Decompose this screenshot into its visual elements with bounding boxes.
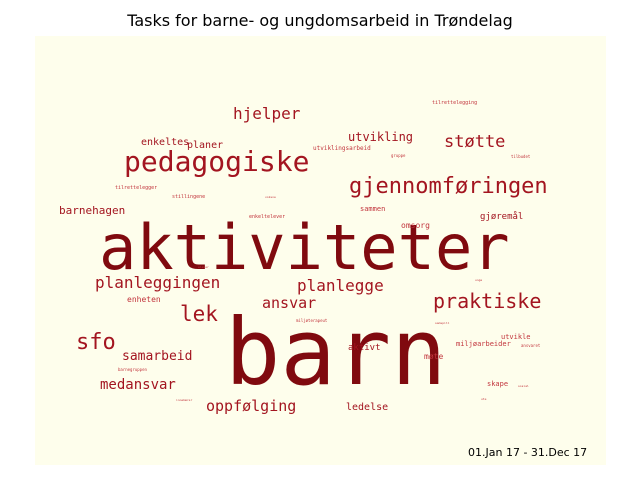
cloud-word: enheten — [127, 295, 161, 304]
cloud-word: lek — [180, 302, 218, 326]
cloud-word: praktiske — [433, 289, 541, 313]
cloud-word: ansvar — [262, 294, 316, 312]
cloud-word: ansvaret — [521, 343, 541, 348]
cloud-word: miljøarbeider — [456, 340, 511, 348]
cloud-word: gjøremål — [480, 211, 523, 222]
cloud-word: samspill — [435, 321, 450, 325]
cloud-word: voksne — [265, 195, 276, 199]
cloud-word: planlegge — [297, 276, 384, 295]
cloud-word: innebærer — [176, 398, 192, 402]
cloud-word: tilbudet — [511, 154, 531, 159]
cloud-word: utvikling — [348, 130, 413, 144]
cloud-word: møte — [424, 352, 443, 361]
cloud-word: sosial — [518, 384, 529, 388]
cloud-word: barn — [225, 299, 447, 406]
cloud-word: barnehagen — [59, 204, 125, 217]
cloud-word: planleggingen — [95, 273, 220, 292]
cloud-background — [35, 36, 606, 465]
cloud-word: hjelper — [233, 104, 301, 123]
cloud-word: medansvar — [100, 377, 176, 393]
cloud-word: tilrettelegging — [432, 100, 477, 106]
cloud-word: elever — [198, 265, 209, 269]
cloud-word: barnegruppen — [118, 367, 147, 372]
cloud-word: sfo — [76, 330, 116, 355]
cloud-word: aktivt — [348, 343, 381, 353]
cloud-word: stillingene — [172, 194, 205, 200]
cloud-word: enkeltes — [141, 137, 189, 148]
cloud-word: gjennomføringen — [349, 174, 548, 199]
cloud-word: utviklingsarbeid — [313, 145, 371, 152]
cloud-word: skape — [487, 380, 508, 388]
cloud-word: sammen — [360, 205, 385, 213]
cloud-word: unge — [475, 278, 482, 282]
chart-title: Tasks for barne- og ungdomsarbeid in Trø… — [127, 11, 513, 30]
cloud-word: planer — [187, 140, 223, 151]
cloud-word: miljøterapeut — [296, 318, 328, 323]
cloud-word: tilrettelegger — [115, 185, 157, 191]
cloud-word: gruppe — [391, 153, 406, 158]
cloud-word: ute — [481, 397, 487, 401]
cloud-word: utvikle — [501, 333, 531, 341]
cloud-word: ledelse — [346, 402, 388, 413]
cloud-word: aktiviteter — [99, 211, 510, 284]
cloud-word: samarbeid — [122, 349, 192, 364]
cloud-word: pedagogiske — [124, 145, 309, 178]
cloud-word: oppfølging — [206, 397, 296, 415]
cloud-word: omsorg — [401, 221, 430, 230]
word-cloud: barn aktiviteter pedagogiske gjennomføringe… — [35, 36, 606, 465]
cloud-word: støtte — [444, 132, 505, 152]
date-range-label: 01.Jan 17 - 31.Dec 17 — [468, 446, 588, 459]
cloud-word: enkeltelever — [249, 214, 285, 220]
